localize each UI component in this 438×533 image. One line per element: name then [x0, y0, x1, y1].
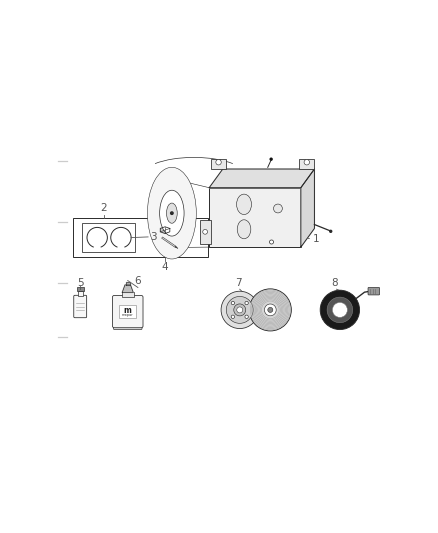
FancyBboxPatch shape: [82, 223, 134, 252]
Circle shape: [332, 302, 347, 317]
Ellipse shape: [273, 204, 283, 213]
Circle shape: [92, 232, 103, 243]
Circle shape: [231, 301, 235, 305]
Circle shape: [245, 301, 248, 305]
Circle shape: [245, 315, 248, 318]
FancyBboxPatch shape: [74, 218, 208, 257]
Ellipse shape: [166, 203, 177, 223]
Circle shape: [269, 240, 274, 244]
Circle shape: [265, 304, 276, 316]
FancyBboxPatch shape: [119, 305, 136, 318]
Polygon shape: [126, 282, 130, 285]
Circle shape: [269, 157, 273, 161]
Text: 7: 7: [235, 278, 241, 288]
FancyBboxPatch shape: [200, 220, 211, 244]
Circle shape: [320, 290, 360, 329]
Circle shape: [304, 159, 310, 165]
Polygon shape: [122, 285, 133, 293]
Circle shape: [221, 291, 258, 328]
Circle shape: [231, 315, 235, 318]
FancyBboxPatch shape: [77, 287, 84, 291]
Ellipse shape: [237, 194, 251, 214]
FancyBboxPatch shape: [299, 159, 314, 169]
FancyBboxPatch shape: [368, 287, 380, 295]
Circle shape: [249, 289, 291, 331]
FancyBboxPatch shape: [74, 295, 87, 318]
Polygon shape: [209, 169, 314, 188]
Ellipse shape: [237, 220, 251, 239]
FancyBboxPatch shape: [78, 291, 83, 296]
Circle shape: [216, 159, 221, 165]
Ellipse shape: [159, 190, 184, 236]
Ellipse shape: [148, 167, 196, 259]
Text: 8: 8: [332, 278, 338, 288]
Text: 5: 5: [77, 278, 84, 288]
Text: mopar: mopar: [122, 313, 134, 317]
Text: 3: 3: [151, 232, 157, 242]
Polygon shape: [160, 227, 170, 233]
FancyBboxPatch shape: [122, 293, 134, 297]
Text: 4: 4: [162, 262, 168, 272]
Circle shape: [203, 229, 208, 234]
Circle shape: [268, 308, 273, 312]
Polygon shape: [301, 169, 314, 247]
FancyBboxPatch shape: [113, 295, 143, 328]
Circle shape: [226, 296, 253, 324]
Text: 1: 1: [313, 233, 319, 244]
FancyBboxPatch shape: [113, 325, 142, 329]
Circle shape: [115, 232, 127, 243]
Circle shape: [327, 297, 353, 322]
Circle shape: [170, 211, 174, 215]
Circle shape: [234, 304, 246, 316]
Circle shape: [237, 307, 243, 313]
Text: m: m: [124, 306, 132, 316]
Text: 2: 2: [101, 203, 107, 213]
FancyBboxPatch shape: [209, 188, 301, 247]
FancyBboxPatch shape: [211, 159, 226, 169]
Circle shape: [329, 230, 332, 233]
Text: 6: 6: [134, 276, 141, 286]
